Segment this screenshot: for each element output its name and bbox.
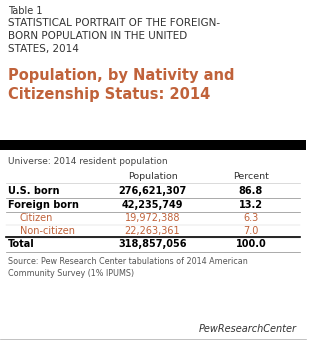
Text: Table 1: Table 1	[8, 6, 42, 16]
Text: Non-citizen: Non-citizen	[20, 226, 75, 236]
Text: 22,263,361: 22,263,361	[125, 226, 180, 236]
Text: Universe: 2014 resident population: Universe: 2014 resident population	[8, 157, 168, 166]
Text: STATISTICAL PORTRAIT OF THE FOREIGN-
BORN POPULATION IN THE UNITED
STATES, 2014: STATISTICAL PORTRAIT OF THE FOREIGN- BOR…	[8, 18, 220, 55]
Text: Population: Population	[128, 172, 177, 181]
Text: 42,235,749: 42,235,749	[122, 200, 183, 210]
Text: 86.8: 86.8	[239, 186, 263, 196]
Text: 276,621,307: 276,621,307	[118, 186, 187, 196]
Text: 7.0: 7.0	[243, 226, 259, 236]
Text: Percent: Percent	[233, 172, 269, 181]
Text: Total: Total	[8, 239, 35, 249]
Text: PewResearchCenter: PewResearchCenter	[199, 324, 297, 334]
Text: Foreign born: Foreign born	[8, 200, 79, 210]
Text: 100.0: 100.0	[236, 239, 266, 249]
Text: 6.3: 6.3	[243, 213, 258, 223]
Text: Citizen: Citizen	[20, 213, 53, 223]
Text: U.S. born: U.S. born	[8, 186, 59, 196]
Text: Population, by Nativity and
Citizenship Status: 2014: Population, by Nativity and Citizenship …	[8, 68, 234, 102]
Text: 19,972,388: 19,972,388	[125, 213, 180, 223]
Text: 13.2: 13.2	[239, 200, 263, 210]
FancyBboxPatch shape	[0, 140, 306, 150]
Text: 318,857,056: 318,857,056	[118, 239, 187, 249]
Text: Source: Pew Research Center tabulations of 2014 American
Community Survey (1% IP: Source: Pew Research Center tabulations …	[8, 257, 248, 278]
